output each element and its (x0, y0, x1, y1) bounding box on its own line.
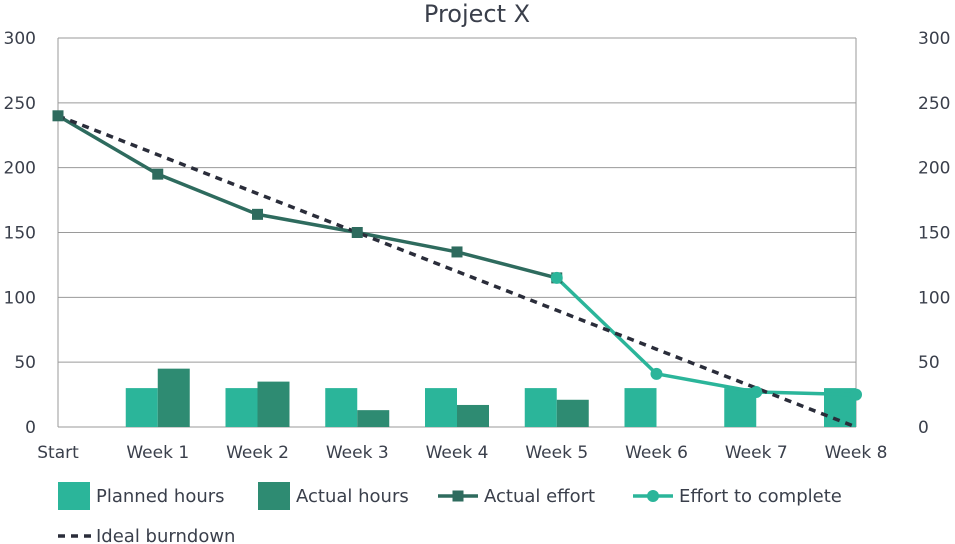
y-tick-label-right: 50 (918, 353, 940, 373)
bar (556, 399, 589, 427)
legend-item: Ideal burndown (58, 526, 235, 544)
legend-label: Ideal burndown (96, 526, 235, 544)
x-tick-label: Week 4 (426, 443, 489, 463)
bars (125, 368, 856, 427)
series-line (57, 114, 558, 280)
bar (457, 404, 489, 427)
bar (524, 388, 557, 427)
y-tick-label: 250 (4, 94, 36, 114)
y-tick-label: 300 (4, 29, 36, 49)
y-tick-label-right: 150 (918, 224, 950, 244)
legend-label: Effort to complete (679, 486, 842, 507)
y-tick-label: 50 (14, 353, 36, 373)
data-point (451, 246, 463, 258)
legend: Planned hours Actual hours Actual effort Ef… (58, 482, 842, 544)
data-point (152, 168, 164, 180)
y-axis-right: 0 50 100 150 200 250 300 (918, 29, 950, 438)
y-tick-label-right: 200 (918, 159, 950, 179)
data-point (550, 271, 563, 284)
y-tick-label: 150 (4, 224, 36, 244)
x-tick-label: Week 1 (126, 443, 189, 463)
legend-marker (452, 490, 464, 502)
y-axis-left: 0 50 100 150 200 250 300 (4, 29, 36, 438)
x-tick-label: Week 2 (226, 443, 289, 463)
y-tick-label-right: 100 (918, 288, 950, 308)
bar (325, 388, 358, 427)
y-tick-label-right: 250 (918, 94, 950, 114)
data-point (351, 227, 363, 238)
legend-label: Actual hours (296, 486, 409, 507)
bar (157, 368, 190, 427)
legend-item: Actual hours (258, 482, 409, 510)
x-axis: Start Week 1 Week 2 Week 3 Week 4 Week 5 Week … (37, 443, 887, 463)
y-tick-label: 200 (4, 159, 36, 179)
x-tick-label: Week 3 (326, 443, 389, 463)
bar (125, 388, 158, 427)
legend-label: Actual effort (484, 486, 595, 507)
legend-marker (647, 490, 659, 502)
data-point (750, 385, 763, 398)
grid (57, 37, 857, 428)
x-tick-label: Start (37, 443, 79, 463)
legend-item: Actual effort (438, 486, 595, 507)
x-tick-label: Week 6 (625, 443, 688, 463)
legend-label: Planned hours (96, 486, 225, 507)
data-point (650, 367, 663, 380)
data-point (252, 208, 263, 220)
bar (257, 381, 290, 427)
x-tick-label: Week 8 (825, 443, 888, 463)
y-tick-label: 0 (25, 418, 36, 438)
x-tick-label: Week 7 (725, 443, 788, 463)
series-line (555, 276, 857, 397)
bar (425, 388, 457, 427)
legend-swatch (58, 482, 90, 510)
bar (624, 388, 657, 427)
legend-item: Planned hours (58, 482, 225, 510)
x-tick-label: Week 5 (525, 443, 588, 463)
bar (225, 388, 258, 427)
lines (52, 110, 862, 429)
data-point (850, 388, 862, 401)
legend-swatch (258, 482, 290, 510)
y-tick-label-right: 300 (918, 29, 950, 49)
y-tick-label-right: 0 (918, 418, 929, 438)
chart-title: Project X (424, 0, 530, 28)
data-point (52, 110, 64, 122)
legend-item: Effort to complete (633, 486, 842, 507)
bar (357, 410, 390, 427)
y-tick-label: 100 (4, 288, 36, 308)
